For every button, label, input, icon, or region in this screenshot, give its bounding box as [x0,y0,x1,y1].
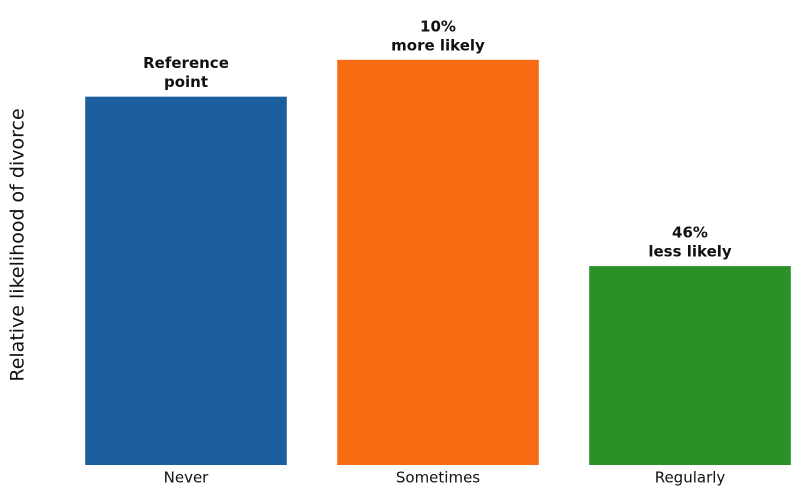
bar-annotation: 10% [420,17,456,35]
bar-annotation: less likely [648,243,732,261]
x-tick-label: Sometimes [396,469,480,487]
y-axis-label: Relative likelihood of divorce [7,108,29,381]
bar [337,59,539,465]
bar-annotation: 46% [672,224,708,242]
bar-annotation: Reference [143,54,229,72]
bar-annotation: point [164,73,208,91]
x-tick-label: Regularly [655,469,726,487]
x-tick-label: Never [164,469,210,487]
bar [85,96,287,466]
bar-annotation: more likely [391,36,485,54]
bar [589,266,791,465]
